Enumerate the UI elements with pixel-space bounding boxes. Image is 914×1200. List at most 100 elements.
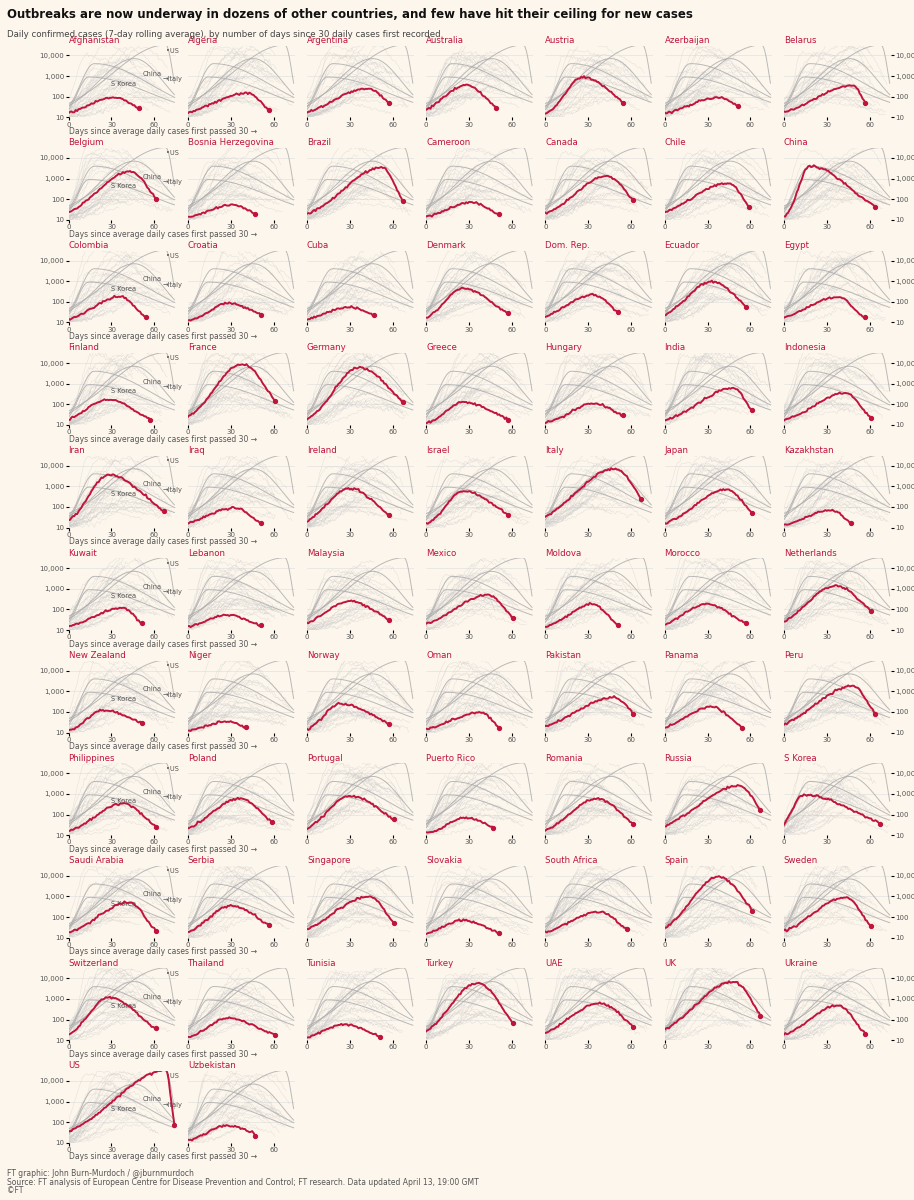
- Text: Peru: Peru: [784, 652, 803, 660]
- Text: →Italy: →Italy: [163, 691, 183, 697]
- Text: Hungary: Hungary: [546, 343, 582, 353]
- Text: Croatia: Croatia: [187, 241, 218, 250]
- Text: S Korea: S Korea: [112, 80, 136, 86]
- Text: •US: •US: [166, 355, 179, 361]
- Text: S Korea: S Korea: [112, 696, 136, 702]
- Text: Outbreaks are now underway in dozens of other countries, and few have hit their : Outbreaks are now underway in dozens of …: [7, 8, 693, 22]
- Text: Panama: Panama: [664, 652, 699, 660]
- Text: China: China: [143, 788, 162, 794]
- Text: →Italy: →Italy: [163, 384, 183, 390]
- Text: →Italy: →Italy: [163, 179, 183, 185]
- Text: S Korea: S Korea: [112, 388, 136, 394]
- Text: Japan: Japan: [664, 446, 688, 455]
- Text: Uzbekistan: Uzbekistan: [187, 1061, 236, 1070]
- Text: •US: •US: [166, 458, 179, 464]
- Text: Days since average daily cases first passed 30 →: Days since average daily cases first pas…: [69, 1152, 257, 1162]
- Text: →Italy: →Italy: [163, 896, 183, 902]
- Text: Turkey: Turkey: [426, 959, 454, 967]
- Text: Saudi Arabia: Saudi Arabia: [69, 856, 123, 865]
- Text: China: China: [143, 174, 162, 180]
- Text: Norway: Norway: [307, 652, 340, 660]
- Text: Netherlands: Netherlands: [784, 548, 836, 558]
- Text: S Korea: S Korea: [112, 491, 136, 497]
- Text: Germany: Germany: [307, 343, 346, 353]
- Text: S Korea: S Korea: [784, 754, 816, 763]
- Text: Pakistan: Pakistan: [546, 652, 581, 660]
- Text: Spain: Spain: [664, 856, 689, 865]
- Text: Tunisia: Tunisia: [307, 959, 336, 967]
- Text: →Italy: →Italy: [163, 794, 183, 800]
- Text: S Korea: S Korea: [112, 1106, 136, 1112]
- Text: S Korea: S Korea: [112, 184, 136, 190]
- Text: UAE: UAE: [546, 959, 563, 967]
- Text: Mexico: Mexico: [426, 548, 456, 558]
- Text: Puerto Rico: Puerto Rico: [426, 754, 475, 763]
- Text: Days since average daily cases first passed 30 →: Days since average daily cases first pas…: [69, 127, 257, 136]
- Text: Chile: Chile: [664, 138, 686, 148]
- Text: Source: FT analysis of European Centre for Disease Prevention and Control; FT re: Source: FT analysis of European Centre f…: [7, 1178, 479, 1187]
- Text: Switzerland: Switzerland: [69, 959, 119, 967]
- Text: Days since average daily cases first passed 30 →: Days since average daily cases first pas…: [69, 640, 257, 649]
- Text: Australia: Australia: [426, 36, 464, 44]
- Text: New Zealand: New Zealand: [69, 652, 125, 660]
- Text: Brazil: Brazil: [307, 138, 331, 148]
- Text: Kuwait: Kuwait: [69, 548, 97, 558]
- Text: Israel: Israel: [426, 446, 450, 455]
- Text: China: China: [143, 481, 162, 487]
- Text: Iraq: Iraq: [187, 446, 205, 455]
- Text: Finland: Finland: [69, 343, 100, 353]
- Text: •US: •US: [166, 868, 179, 874]
- Text: Slovakia: Slovakia: [426, 856, 462, 865]
- Text: S Korea: S Korea: [112, 798, 136, 804]
- Text: Ecuador: Ecuador: [664, 241, 700, 250]
- Text: →Italy: →Italy: [163, 1000, 183, 1006]
- Text: Egypt: Egypt: [784, 241, 809, 250]
- Text: UK: UK: [664, 959, 676, 967]
- Text: China: China: [143, 1097, 162, 1103]
- Text: Malaysia: Malaysia: [307, 548, 345, 558]
- Text: Moldova: Moldova: [546, 548, 581, 558]
- Text: Morocco: Morocco: [664, 548, 701, 558]
- Text: China: China: [784, 138, 809, 148]
- Text: Serbia: Serbia: [187, 856, 216, 865]
- Text: Days since average daily cases first passed 30 →: Days since average daily cases first pas…: [69, 947, 257, 956]
- Text: Russia: Russia: [664, 754, 693, 763]
- Text: S Korea: S Korea: [112, 1003, 136, 1009]
- Text: China: China: [143, 583, 162, 589]
- Text: US: US: [69, 1061, 80, 1070]
- Text: •US: •US: [166, 150, 179, 156]
- Text: Afghanistan: Afghanistan: [69, 36, 120, 44]
- Text: China: China: [143, 994, 162, 1000]
- Text: →Italy: →Italy: [163, 487, 183, 493]
- Text: →Italy: →Italy: [163, 1102, 183, 1108]
- Text: Philippines: Philippines: [69, 754, 115, 763]
- Text: India: India: [664, 343, 686, 353]
- Text: Belarus: Belarus: [784, 36, 816, 44]
- Text: Argentina: Argentina: [307, 36, 349, 44]
- Text: China: China: [143, 686, 162, 692]
- Text: Iran: Iran: [69, 446, 85, 455]
- Text: →Italy: →Italy: [163, 77, 183, 83]
- Text: Colombia: Colombia: [69, 241, 109, 250]
- Text: Dom. Rep.: Dom. Rep.: [546, 241, 590, 250]
- Text: Austria: Austria: [546, 36, 576, 44]
- Text: •US: •US: [166, 664, 179, 670]
- Text: Oman: Oman: [426, 652, 452, 660]
- Text: China: China: [143, 276, 162, 282]
- Text: Days since average daily cases first passed 30 →: Days since average daily cases first pas…: [69, 332, 257, 341]
- Text: Days since average daily cases first passed 30 →: Days since average daily cases first pas…: [69, 538, 257, 546]
- Text: Ukraine: Ukraine: [784, 959, 817, 967]
- Text: Cuba: Cuba: [307, 241, 329, 250]
- Text: Days since average daily cases first passed 30 →: Days since average daily cases first pas…: [69, 743, 257, 751]
- Text: Denmark: Denmark: [426, 241, 466, 250]
- Text: Cameroon: Cameroon: [426, 138, 471, 148]
- Text: South Africa: South Africa: [546, 856, 598, 865]
- Text: China: China: [143, 379, 162, 385]
- Text: Canada: Canada: [546, 138, 579, 148]
- Text: •US: •US: [166, 253, 179, 259]
- Text: Bosnia Herzegovina: Bosnia Herzegovina: [187, 138, 273, 148]
- Text: •US: •US: [166, 971, 179, 977]
- Text: FT graphic: John Burn-Murdoch / @jburnmurdoch: FT graphic: John Burn-Murdoch / @jburnmu…: [7, 1169, 194, 1178]
- Text: Sweden: Sweden: [784, 856, 818, 865]
- Text: Ireland: Ireland: [307, 446, 336, 455]
